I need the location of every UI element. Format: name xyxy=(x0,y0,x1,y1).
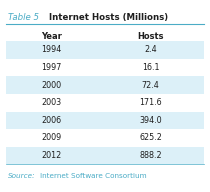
Text: Internet Hosts (Millions): Internet Hosts (Millions) xyxy=(49,13,168,22)
Text: Source:: Source: xyxy=(8,173,35,179)
Text: 2003: 2003 xyxy=(41,98,61,107)
FancyBboxPatch shape xyxy=(5,76,205,94)
Text: 72.4: 72.4 xyxy=(142,81,159,90)
Text: 171.6: 171.6 xyxy=(139,98,162,107)
Text: 625.2: 625.2 xyxy=(139,133,162,142)
Text: 2009: 2009 xyxy=(41,133,61,142)
Text: Table 5: Table 5 xyxy=(8,13,39,22)
FancyBboxPatch shape xyxy=(5,94,205,112)
Text: 2.4: 2.4 xyxy=(144,46,157,54)
Text: 394.0: 394.0 xyxy=(139,116,162,125)
Text: Hosts: Hosts xyxy=(137,32,164,41)
FancyBboxPatch shape xyxy=(5,129,205,147)
Text: Internet Software Consortium: Internet Software Consortium xyxy=(40,173,146,179)
Text: 2000: 2000 xyxy=(41,81,61,90)
Text: Year: Year xyxy=(41,32,62,41)
Text: 1997: 1997 xyxy=(41,63,61,72)
FancyBboxPatch shape xyxy=(5,59,205,76)
FancyBboxPatch shape xyxy=(5,112,205,129)
Text: 1994: 1994 xyxy=(41,46,61,54)
Text: 2006: 2006 xyxy=(41,116,61,125)
Text: 888.2: 888.2 xyxy=(139,151,162,160)
FancyBboxPatch shape xyxy=(5,147,205,164)
FancyBboxPatch shape xyxy=(5,41,205,59)
Text: 2012: 2012 xyxy=(41,151,61,160)
Text: 16.1: 16.1 xyxy=(142,63,159,72)
